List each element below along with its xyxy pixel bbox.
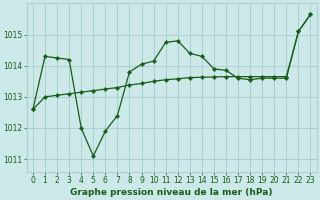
X-axis label: Graphe pression niveau de la mer (hPa): Graphe pression niveau de la mer (hPa) (70, 188, 273, 197)
